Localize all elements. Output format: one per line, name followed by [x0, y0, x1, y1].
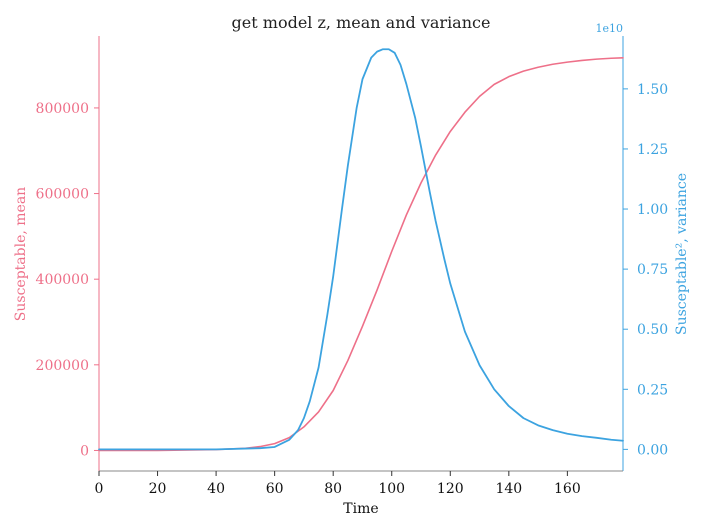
mean-series-line: [98, 57, 624, 452]
left-tick-label: 800000: [36, 101, 89, 117]
x-tick-label: 120: [437, 481, 464, 497]
right-tick-label: 0.50: [637, 322, 668, 338]
right-tick-label: 0.25: [637, 382, 668, 398]
axes-layer: 0 20 40 60 80 100 120 140 160 0 200000 400000 600000…: [36, 36, 668, 497]
x-tick-label: 20: [149, 481, 167, 497]
left-tick-label: 600000: [36, 187, 89, 203]
x-axis-label: Time: [343, 501, 378, 517]
x-tick-label: 160: [554, 481, 581, 497]
chart-title: get model z, mean and variance: [232, 13, 491, 32]
x-tick-label: 40: [207, 481, 225, 497]
left-axis-label: Susceptable, mean: [13, 187, 29, 321]
series-layer: [98, 48, 624, 452]
right-tick-label: 1.25: [637, 142, 668, 158]
right-axis-exponent-label: 1e10: [595, 22, 623, 35]
x-tick-label: 140: [495, 481, 522, 497]
left-tick-label: 200000: [36, 358, 89, 374]
left-tick-label: 400000: [36, 272, 89, 288]
right-tick-label: 0.75: [637, 262, 668, 278]
right-axis-label: Susceptable², variance: [674, 173, 690, 335]
variance-series-line: [98, 48, 624, 451]
x-tick-label: 100: [378, 481, 405, 497]
x-tick-label: 80: [324, 481, 342, 497]
right-tick-label: 1.50: [637, 82, 668, 98]
x-tick-label: 0: [95, 481, 104, 497]
x-tick-label: 60: [266, 481, 284, 497]
right-tick-label: 0.00: [637, 442, 668, 458]
right-tick-label: 1.00: [637, 202, 668, 218]
left-tick-label: 0: [80, 443, 89, 459]
